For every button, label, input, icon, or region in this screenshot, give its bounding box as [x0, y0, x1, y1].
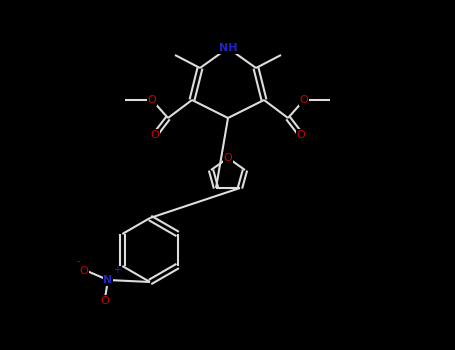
Text: O: O: [147, 95, 157, 105]
Text: O: O: [151, 130, 159, 140]
Text: -: -: [77, 256, 81, 266]
Text: O: O: [223, 153, 233, 163]
Text: N: N: [103, 275, 113, 285]
Text: O: O: [101, 296, 109, 306]
Text: O: O: [300, 95, 308, 105]
Text: O: O: [297, 130, 305, 140]
Text: NH: NH: [219, 43, 237, 53]
Text: O: O: [80, 266, 88, 276]
Text: +: +: [113, 265, 121, 275]
